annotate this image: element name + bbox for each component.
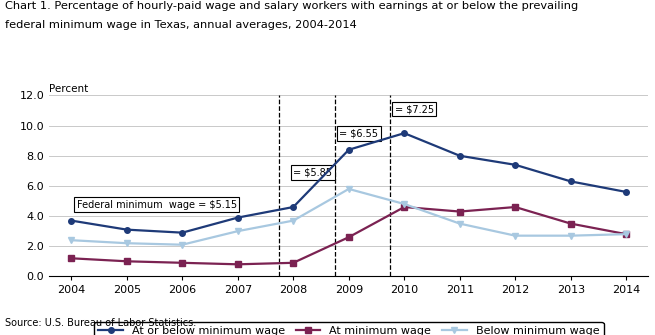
Text: = $7.25: = $7.25 bbox=[395, 104, 434, 114]
Text: Source: U.S. Bureau of Labor Statistics.: Source: U.S. Bureau of Labor Statistics. bbox=[5, 318, 196, 328]
Text: = $5.85: = $5.85 bbox=[293, 168, 332, 177]
Text: Chart 1. Percentage of hourly-paid wage and salary workers with earnings at or b: Chart 1. Percentage of hourly-paid wage … bbox=[5, 1, 578, 11]
Text: Federal minimum  wage = $5.15: Federal minimum wage = $5.15 bbox=[77, 200, 237, 210]
Text: Percent: Percent bbox=[49, 84, 88, 94]
Legend: At or below minimum wage, At minimum wage, Below minimum wage: At or below minimum wage, At minimum wag… bbox=[94, 322, 604, 335]
Text: = $6.55: = $6.55 bbox=[339, 128, 379, 138]
Text: federal minimum wage in Texas, annual averages, 2004-2014: federal minimum wage in Texas, annual av… bbox=[5, 20, 357, 30]
